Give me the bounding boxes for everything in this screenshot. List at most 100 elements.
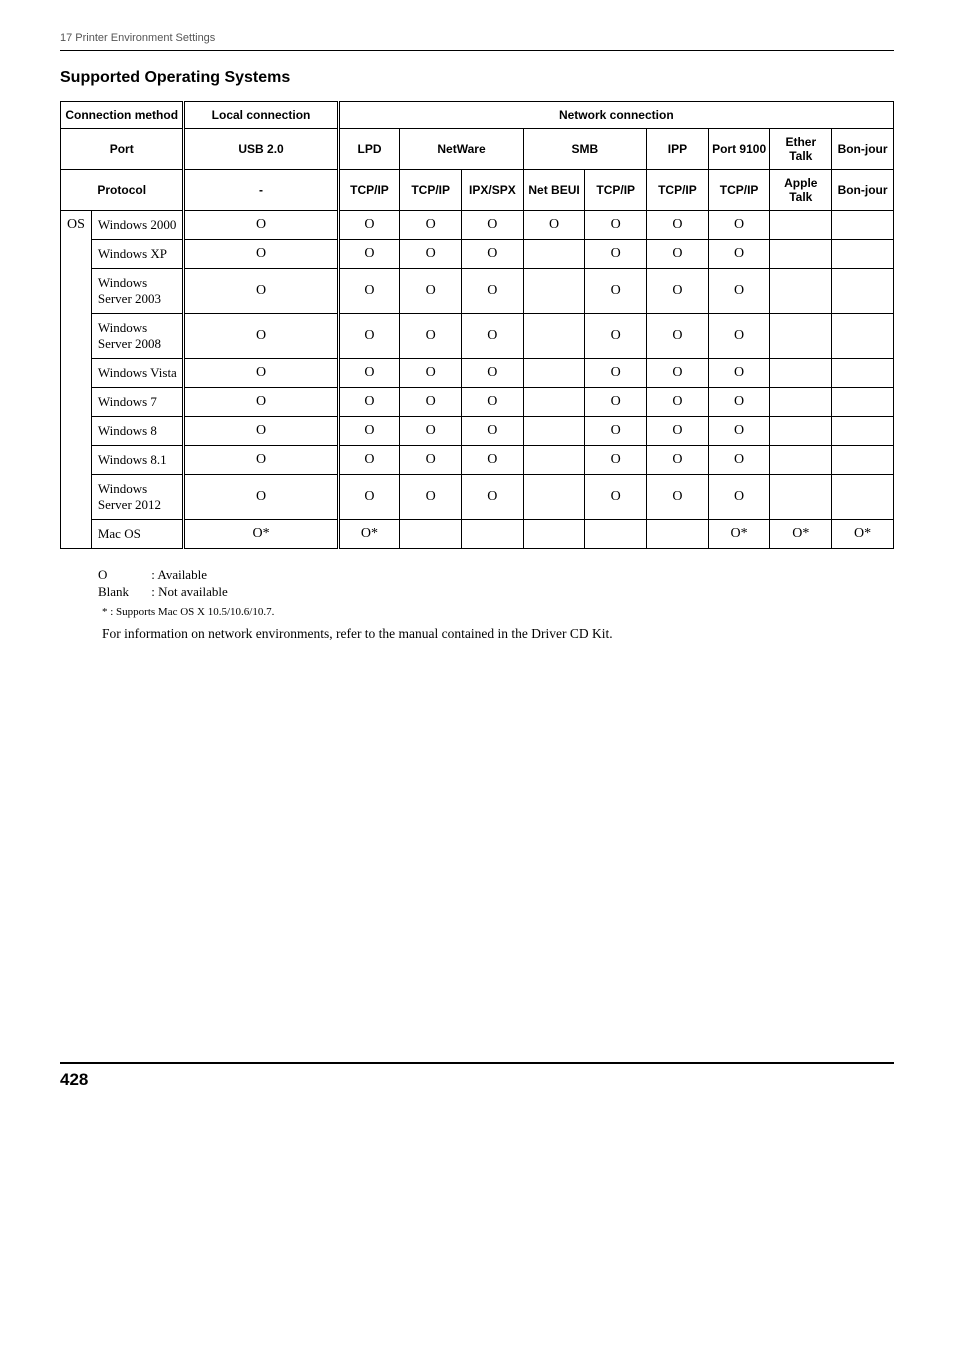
os-name-cell: Windows 7 <box>91 388 184 417</box>
th-appletalk: Apple Talk <box>770 170 832 211</box>
support-cell: O <box>338 240 400 269</box>
support-cell: O <box>400 359 462 388</box>
support-cell <box>400 520 462 549</box>
support-cell: O <box>400 211 462 240</box>
support-cell: O <box>585 359 647 388</box>
support-cell: O <box>462 314 524 359</box>
support-cell: O <box>708 240 770 269</box>
th-netware: NetWare <box>400 129 523 170</box>
support-cell <box>523 475 585 520</box>
os-name-cell: Windows 2000 <box>91 211 184 240</box>
support-cell: O <box>338 314 400 359</box>
support-cell <box>647 520 709 549</box>
support-cell <box>770 475 832 520</box>
support-cell: O <box>462 446 524 475</box>
support-cell: O <box>462 359 524 388</box>
support-cell: O* <box>708 520 770 549</box>
support-cell: O <box>400 314 462 359</box>
support-cell: O <box>400 269 462 314</box>
support-cell: O <box>338 211 400 240</box>
support-cell: O <box>708 388 770 417</box>
support-cell: O <box>647 314 709 359</box>
th-port9100: Port 9100 <box>708 129 770 170</box>
support-cell <box>832 314 894 359</box>
support-cell: O* <box>338 520 400 549</box>
th-local-conn: Local connection <box>184 102 338 129</box>
os-name-cell: Windows 8.1 <box>91 446 184 475</box>
legend: O : Available Blank : Not available <box>60 567 894 600</box>
support-cell: O <box>338 388 400 417</box>
support-cell: O <box>585 446 647 475</box>
support-cell <box>832 211 894 240</box>
support-cell: O <box>462 211 524 240</box>
legend-blank-desc: : Not available <box>151 584 228 599</box>
support-cell: O <box>462 417 524 446</box>
support-cell <box>523 417 585 446</box>
support-cell: O <box>585 314 647 359</box>
support-cell <box>770 417 832 446</box>
th-ipxspx: IPX/SPX <box>462 170 524 211</box>
support-cell: O <box>708 475 770 520</box>
support-cell: O <box>647 475 709 520</box>
os-name-cell: Windows Server 2003 <box>91 269 184 314</box>
support-cell: O <box>184 475 338 520</box>
support-cell: O <box>184 314 338 359</box>
th-tcpip-5: TCP/IP <box>708 170 770 211</box>
support-cell: O <box>400 240 462 269</box>
legend-blank: Blank <box>98 584 148 600</box>
support-cell: O <box>708 314 770 359</box>
support-cell: O <box>585 269 647 314</box>
support-cell <box>832 240 894 269</box>
page-footer: 428 <box>60 1062 894 1090</box>
th-smb: SMB <box>523 129 646 170</box>
th-usb: USB 2.0 <box>184 129 338 170</box>
chapter-label: 17 Printer Environment Settings <box>60 32 215 44</box>
table-body: OSWindows 2000OOOOOOOOWindows XPOOOOOOOW… <box>61 211 894 549</box>
support-cell <box>832 417 894 446</box>
th-dash: - <box>184 170 338 211</box>
th-tcpip-1: TCP/IP <box>338 170 400 211</box>
page-header: 17 Printer Environment Settings <box>60 28 894 51</box>
support-cell: O <box>400 475 462 520</box>
th-tcpip-4: TCP/IP <box>647 170 709 211</box>
legend-o-desc: : Available <box>151 567 207 582</box>
th-ethertalk: Ether Talk <box>770 129 832 170</box>
support-cell: O <box>647 240 709 269</box>
support-cell: O <box>338 417 400 446</box>
info-line: For information on network environments,… <box>60 626 894 642</box>
support-cell: O <box>647 269 709 314</box>
support-cell <box>832 359 894 388</box>
support-cell: O <box>338 475 400 520</box>
os-support-table: Connection method Local connection Netwo… <box>60 101 894 549</box>
support-cell: O <box>647 388 709 417</box>
support-cell: O <box>708 446 770 475</box>
os-group-label: OS <box>61 211 92 549</box>
support-cell <box>770 388 832 417</box>
os-name-cell: Windows XP <box>91 240 184 269</box>
legend-o: O <box>98 567 148 583</box>
os-name-cell: Windows 8 <box>91 417 184 446</box>
support-cell: O <box>523 211 585 240</box>
support-cell: O <box>462 388 524 417</box>
th-tcpip-3: TCP/IP <box>585 170 647 211</box>
support-cell: O <box>462 269 524 314</box>
th-protocol: Protocol <box>61 170 184 211</box>
support-cell <box>523 314 585 359</box>
support-cell: O <box>647 417 709 446</box>
support-cell: O <box>462 475 524 520</box>
support-cell: O <box>647 446 709 475</box>
support-cell <box>523 388 585 417</box>
support-cell <box>462 520 524 549</box>
support-cell: O <box>184 388 338 417</box>
support-cell <box>770 446 832 475</box>
th-port: Port <box>61 129 184 170</box>
th-bonjour: Bon-jour <box>832 129 894 170</box>
support-cell: O <box>184 240 338 269</box>
support-cell: O <box>708 211 770 240</box>
support-cell <box>770 314 832 359</box>
support-cell: O <box>400 417 462 446</box>
support-cell: O <box>338 446 400 475</box>
support-cell: O <box>184 269 338 314</box>
th-conn-method: Connection method <box>61 102 184 129</box>
support-cell: O <box>338 359 400 388</box>
